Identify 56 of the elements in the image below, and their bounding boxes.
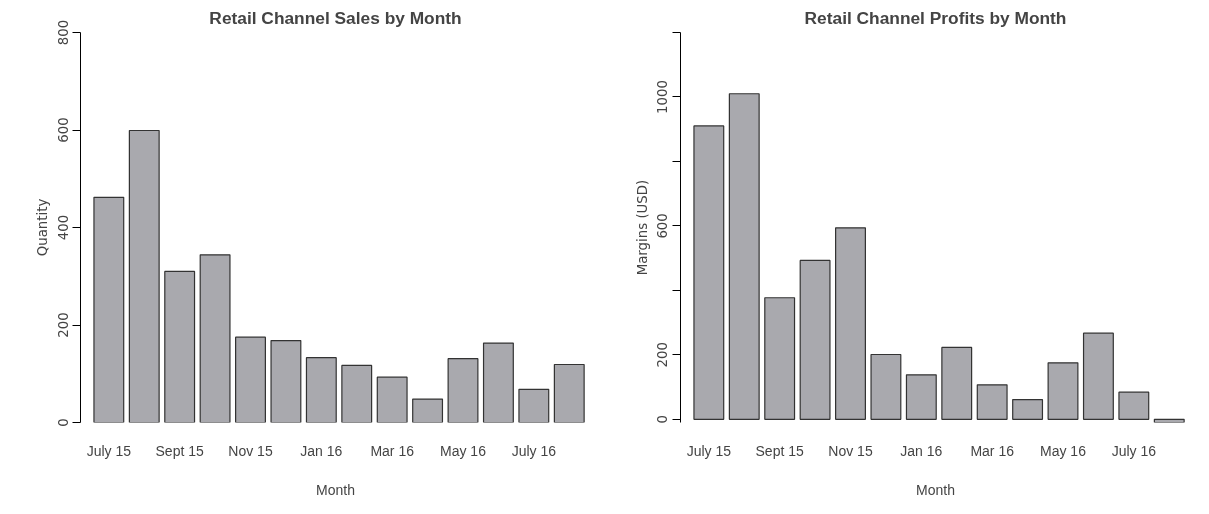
bar (270, 340, 302, 423)
bar (93, 196, 125, 423)
x-tick-label: Jan 16 (900, 442, 943, 459)
x-tick-label: May 16 (1040, 442, 1087, 459)
x-axis-title: Month (316, 481, 355, 498)
bar (835, 227, 866, 420)
bar (799, 259, 831, 420)
x-axis-title: Month (916, 481, 955, 498)
bar (341, 364, 373, 423)
bar (128, 129, 160, 423)
y-tick-label: 200 (655, 342, 671, 368)
bar (447, 358, 479, 423)
y-tick-label: 0 (655, 415, 671, 424)
bar (941, 346, 973, 420)
x-tick-label: Sept 15 (155, 442, 205, 459)
bar (1047, 362, 1079, 420)
bar (976, 384, 1008, 420)
chart-title: Retail Channel Profits by Month (804, 7, 1067, 28)
y-axis-title: Quantity (34, 198, 50, 257)
bar (1082, 332, 1114, 420)
x-tick-label: May 16 (440, 442, 487, 459)
x-tick-label: July 15 (86, 442, 132, 459)
bar (728, 93, 760, 420)
y-tick-label: 600 (55, 117, 71, 143)
bar (199, 254, 231, 423)
x-tick-label: Nov 15 (228, 442, 273, 459)
bar (518, 388, 550, 423)
bar (235, 336, 266, 423)
y-tick-label: 0 (55, 418, 71, 427)
x-tick-label: Mar 16 (370, 442, 415, 459)
bar (376, 376, 408, 423)
x-tick-label: Nov 15 (828, 442, 873, 459)
x-tick-label: July 16 (511, 442, 557, 459)
y-tick-label: 400 (55, 214, 71, 241)
bar (870, 353, 902, 420)
x-tick-label: July 16 (1111, 442, 1157, 459)
bar (1118, 391, 1150, 420)
bar (693, 125, 725, 420)
bar (412, 398, 444, 423)
bar (482, 342, 514, 423)
x-tick-label: Mar 16 (970, 442, 1015, 459)
x-tick-label: July 15 (686, 442, 732, 459)
bar (164, 270, 196, 423)
y-tick-label: 200 (55, 312, 71, 338)
x-tick-label: Sept 15 (755, 442, 805, 459)
chart-title: Retail Channel Sales by Month (209, 7, 462, 28)
bar (764, 297, 796, 420)
bar (905, 374, 937, 420)
bar (1012, 399, 1044, 420)
y-tick-label: 600 (655, 213, 671, 239)
x-tick-label: Jan 16 (300, 442, 343, 459)
y-tick-label: 1000 (655, 80, 671, 114)
y-tick-label: 800 (55, 19, 71, 46)
bar (553, 363, 585, 423)
y-axis-title: Margins (USD) (634, 179, 650, 276)
bar (305, 357, 337, 423)
